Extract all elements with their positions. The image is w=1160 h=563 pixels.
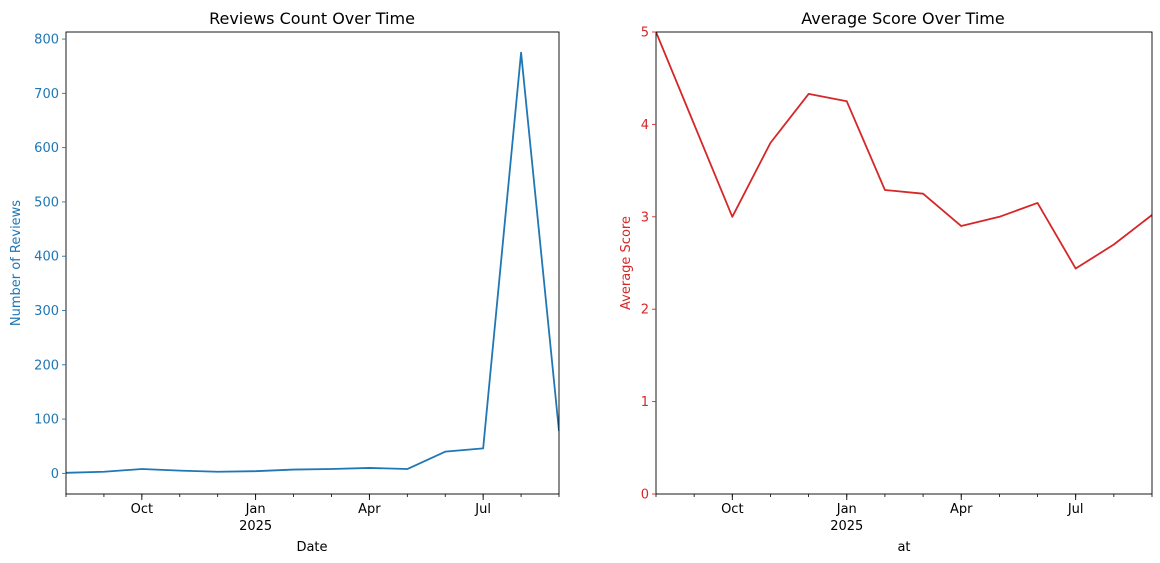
y-tick-label: 200 bbox=[34, 358, 59, 373]
x-tick-label: Apr bbox=[358, 502, 381, 517]
y-tick-label: 300 bbox=[34, 304, 59, 319]
y-tick-label: 700 bbox=[34, 87, 59, 102]
x-tick-label: Apr bbox=[950, 502, 973, 517]
x-tick-label: Jan bbox=[245, 502, 266, 517]
average-score-chart: Average Score Over Time at Average Score… bbox=[619, 9, 1153, 555]
y-tick-label: 3 bbox=[641, 210, 649, 225]
series-line bbox=[656, 32, 1152, 270]
y-tick-label: 600 bbox=[34, 141, 59, 156]
plot-area: 0 1 2 3 4 5 Oct Jan 2025 Apr Jul bbox=[641, 26, 1153, 534]
y-tick-label: 400 bbox=[34, 250, 59, 265]
x-tick-label: Jul bbox=[474, 502, 491, 517]
x-tick-label: Jan bbox=[836, 502, 857, 517]
reviews-count-chart: Reviews Count Over Time Date Number of R… bbox=[9, 9, 560, 555]
y-tick-label: 100 bbox=[34, 413, 59, 428]
y-axis-label: Average Score bbox=[619, 216, 634, 310]
y-tick-label: 5 bbox=[641, 26, 649, 41]
plot-area: 0 100 200 300 400 500 600 700 800 Oct Jan 2025 Apr Ju… bbox=[34, 31, 560, 534]
x-tick-label: Oct bbox=[721, 502, 743, 517]
y-tick-label: 2 bbox=[641, 303, 649, 318]
y-tick-label: 0 bbox=[641, 488, 649, 503]
x-tick-sublabel: 2025 bbox=[830, 519, 863, 534]
axes-frame bbox=[655, 31, 1153, 495]
x-tick-sublabel: 2025 bbox=[239, 519, 272, 534]
x-axis-label: at bbox=[897, 540, 910, 555]
series-line bbox=[66, 51, 559, 474]
x-tick-label: Jul bbox=[1067, 502, 1084, 517]
y-tick-label: 4 bbox=[641, 118, 649, 133]
x-axis-label: Date bbox=[296, 540, 327, 555]
axes-frame bbox=[65, 31, 560, 495]
chart-title: Average Score Over Time bbox=[801, 9, 1004, 28]
y-tick-label: 800 bbox=[34, 33, 59, 48]
y-tick-label: 500 bbox=[34, 195, 59, 210]
y-tick-label: 0 bbox=[51, 467, 59, 482]
y-axis-label: Number of Reviews bbox=[9, 200, 24, 326]
chart-title: Reviews Count Over Time bbox=[209, 9, 415, 28]
y-tick-label: 1 bbox=[641, 395, 649, 410]
x-tick-label: Oct bbox=[131, 502, 153, 517]
